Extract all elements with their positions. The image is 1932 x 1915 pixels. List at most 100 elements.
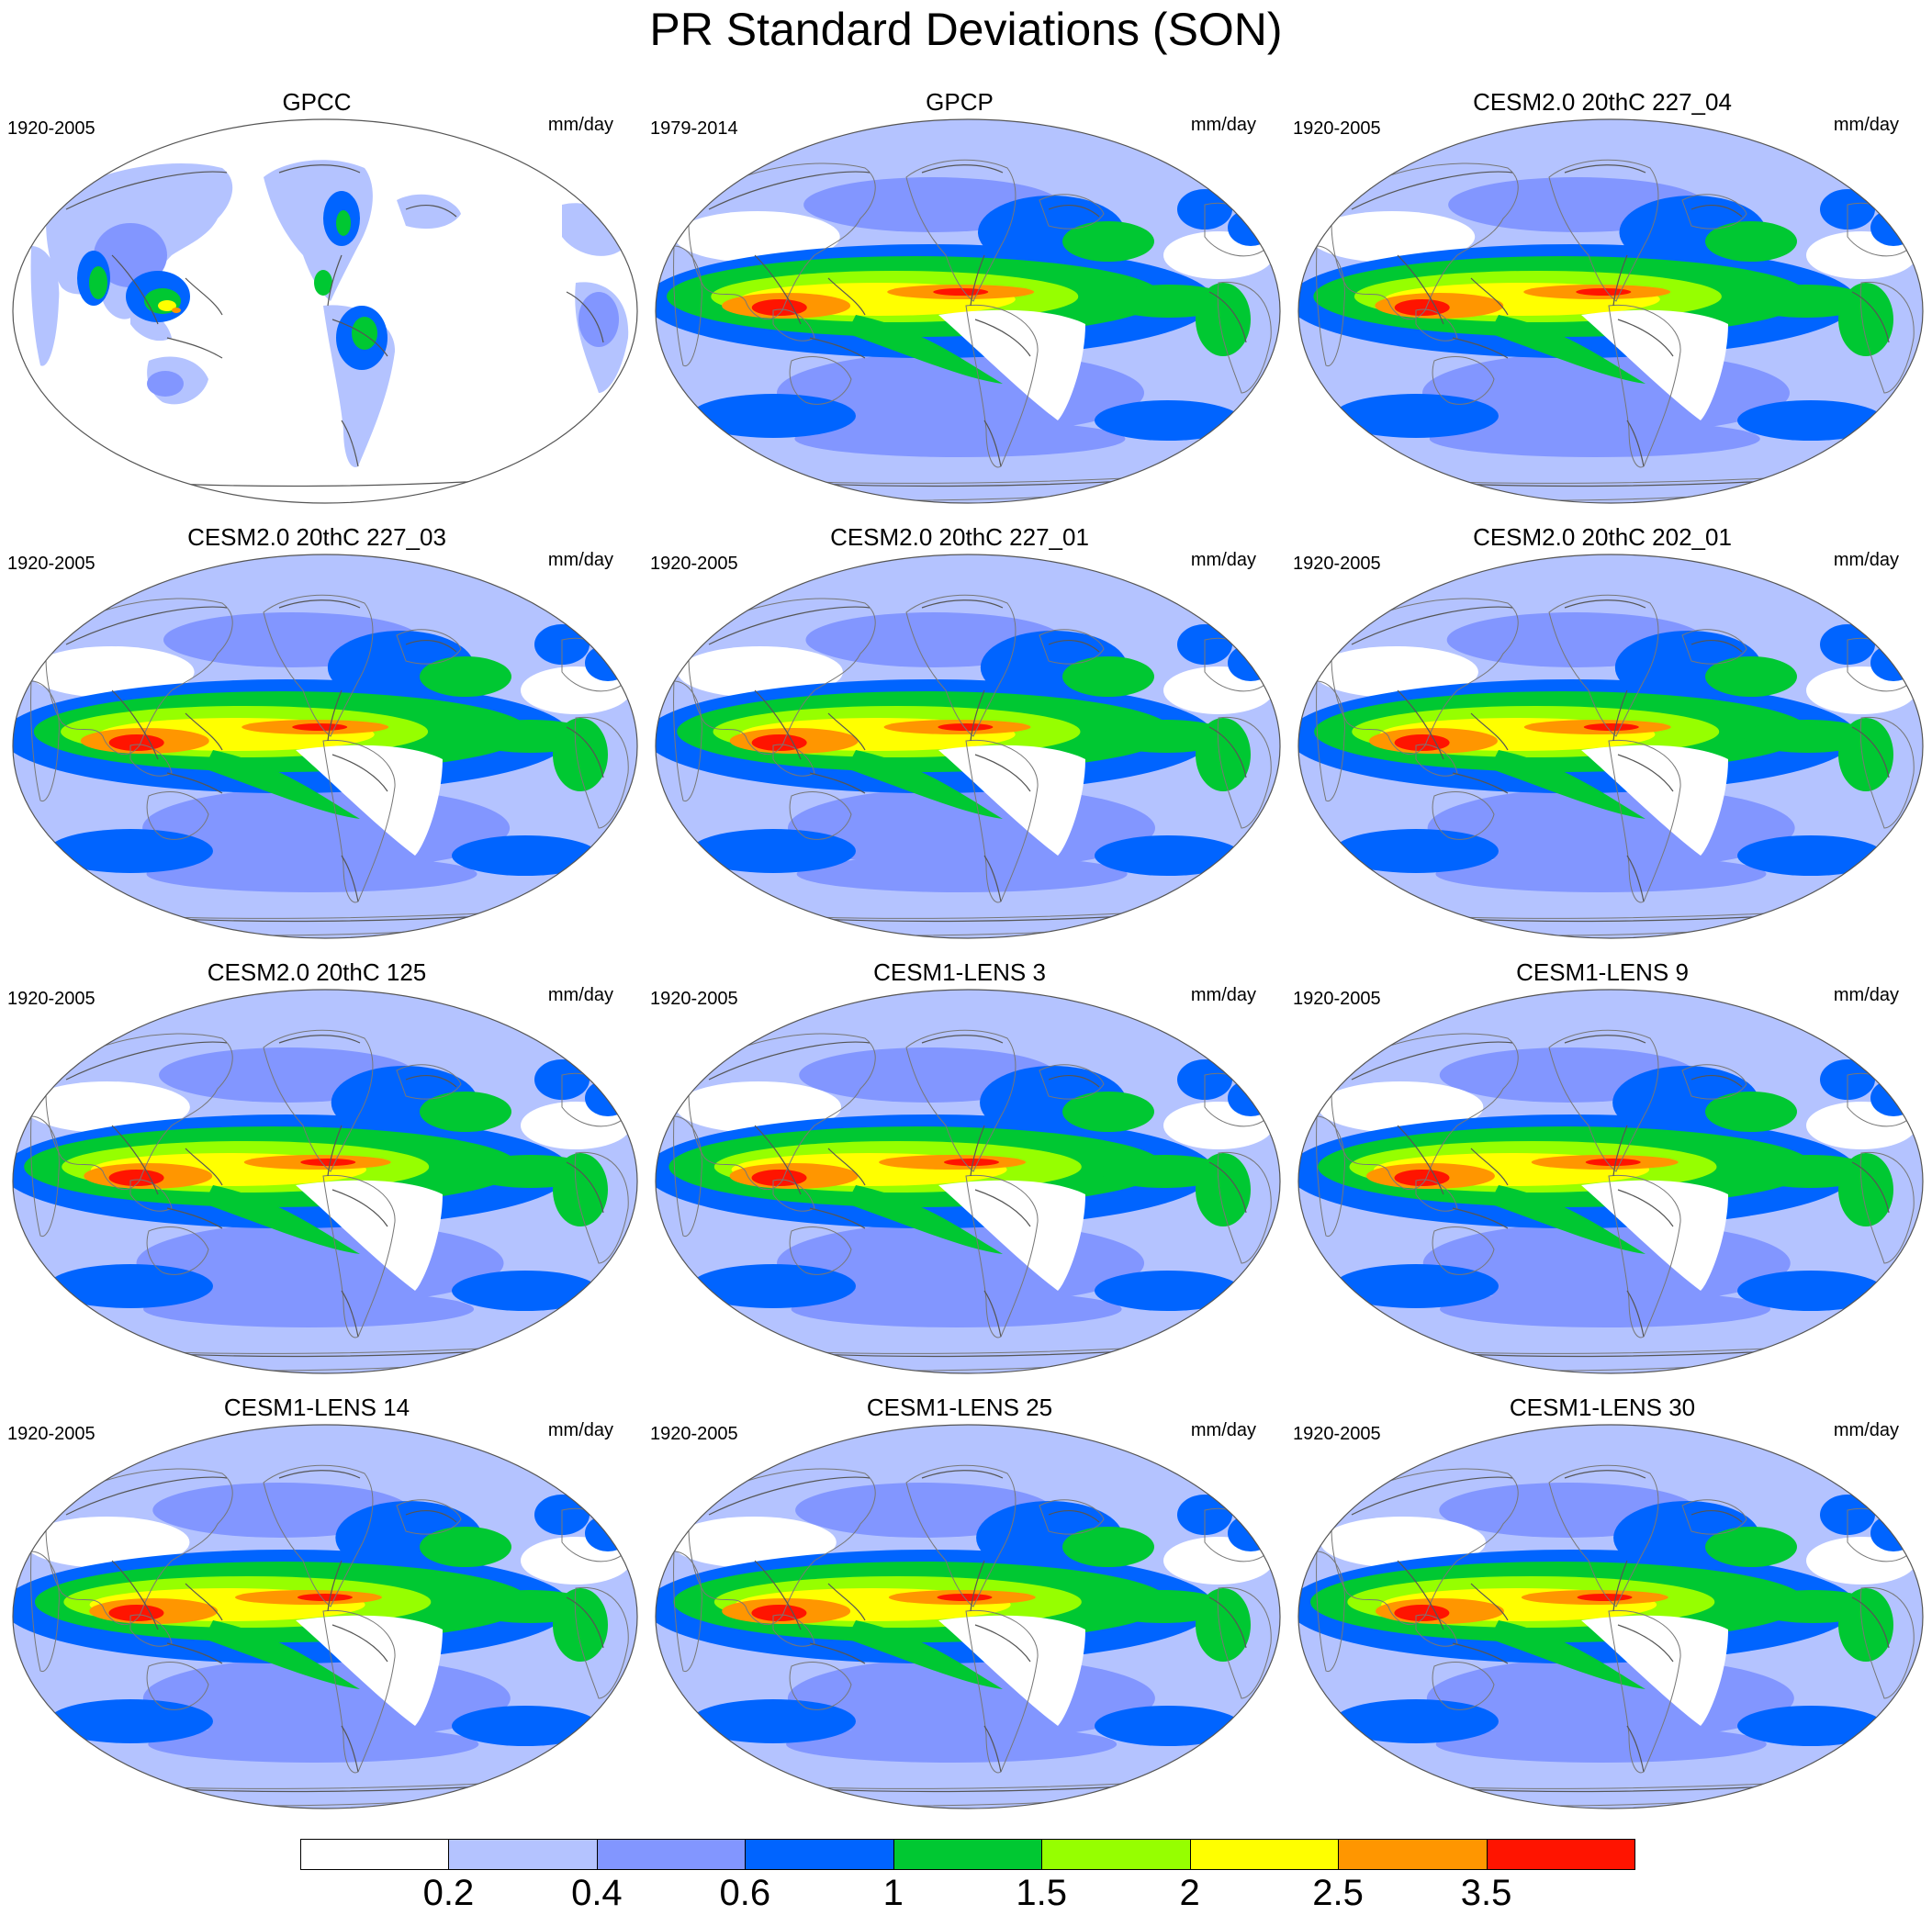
map-panel: CESM1-LENS 30 1920-2005 mm/day [1286, 1394, 1924, 1823]
precip-field [1298, 119, 1923, 503]
precip-field [656, 1425, 1280, 1809]
colorbar-tick-label: 1.5 [1016, 1873, 1068, 1913]
panel-period: 1920-2005 [650, 1424, 738, 1444]
precip-field [1298, 990, 1923, 1373]
panel-units: mm/day [1833, 1420, 1899, 1440]
colorbar-swatch [1041, 1839, 1191, 1870]
precip-field [13, 119, 637, 503]
map-panel: CESM1-LENS 14 1920-2005 mm/day [0, 1394, 638, 1823]
colorbar-tick-label: 0.2 [422, 1873, 475, 1913]
colorbar-tick-label: 3.5 [1460, 1873, 1512, 1913]
map-panel: CESM2.0 20thC 227_01 1920-2005 mm/day [643, 523, 1281, 953]
map-boundary [655, 554, 1281, 939]
panel-period: 1920-2005 [650, 989, 738, 1009]
colorbar-tick-label: 2.5 [1312, 1873, 1364, 1913]
map-boundary [12, 554, 638, 939]
precip-map [12, 118, 638, 504]
colorbar-swatch [448, 1839, 598, 1870]
precip-map [655, 989, 1281, 1374]
colorbar-tick-label: 0.6 [719, 1873, 771, 1913]
panel-period: 1920-2005 [7, 1424, 95, 1444]
panel-units: mm/day [547, 1420, 613, 1440]
panel-title: CESM2.0 20thC 227_04 [1473, 88, 1732, 116]
map-boundary [1297, 1424, 1924, 1809]
panel-period: 1979-2014 [650, 118, 738, 139]
panel-title: GPCP [926, 88, 994, 116]
panel-title: CESM1-LENS 14 [223, 1394, 410, 1421]
figure-title: PR Standard Deviations (SON) [649, 4, 1283, 55]
panel-title: CESM2.0 20thC 227_03 [187, 523, 446, 551]
panel-units: mm/day [1833, 115, 1899, 135]
panel-title: CESM2.0 20thC 125 [207, 958, 427, 986]
panel-title: CESM1-LENS 9 [1516, 958, 1689, 986]
panel-units: mm/day [1833, 985, 1899, 1005]
panel-units: mm/day [547, 115, 613, 135]
colorbar-swatch [893, 1839, 1043, 1870]
panel-title: GPCC [282, 88, 352, 116]
panel-title: CESM2.0 20thC 202_01 [1473, 523, 1732, 551]
precip-map [12, 554, 638, 939]
map-boundary [655, 989, 1281, 1374]
precip-field [656, 990, 1280, 1373]
panel-period: 1920-2005 [1293, 989, 1381, 1009]
colorbar-swatch [1486, 1839, 1635, 1870]
panel-period: 1920-2005 [650, 554, 738, 574]
map-panel: CESM2.0 20thC 227_04 1920-2005 mm/day [1286, 88, 1924, 518]
map-panel: CESM1-LENS 25 1920-2005 mm/day [643, 1394, 1281, 1823]
colorbar-tick-label: 2 [1179, 1873, 1200, 1913]
colorbar-swatch [745, 1839, 894, 1870]
precip-field [13, 554, 637, 938]
panel-units: mm/day [1190, 115, 1256, 135]
panel-period: 1920-2005 [1293, 554, 1381, 574]
precip-field [13, 1425, 637, 1809]
panel-title: CESM1-LENS 3 [873, 958, 1046, 986]
panel-title: CESM1-LENS 30 [1509, 1394, 1696, 1421]
map-boundary [12, 989, 638, 1374]
precip-map [12, 989, 638, 1374]
precip-map [1297, 989, 1924, 1374]
map-boundary [12, 118, 638, 504]
map-boundary [1297, 118, 1924, 504]
map-panel: CESM1-LENS 3 1920-2005 mm/day [643, 958, 1281, 1388]
map-panel: CESM2.0 20thC 125 1920-2005 mm/day [0, 958, 638, 1388]
precip-map [655, 1424, 1281, 1809]
panel-units: mm/day [1833, 550, 1899, 570]
colorbar-tick-label: 1 [882, 1873, 904, 1913]
precip-map [12, 1424, 638, 1809]
precip-map [1297, 1424, 1924, 1809]
precip-map [1297, 118, 1924, 504]
colorbar-swatch [300, 1839, 450, 1870]
map-panel: GPCP 1979-2014 mm/day [643, 88, 1281, 518]
colorbar-swatch [1189, 1839, 1340, 1870]
panel-units: mm/day [547, 985, 613, 1005]
map-boundary [12, 1424, 638, 1809]
colorbar-swatch [596, 1839, 747, 1870]
map-boundary [1297, 989, 1924, 1374]
map-panel: CESM2.0 20thC 202_01 1920-2005 mm/day [1286, 523, 1924, 953]
panel-units: mm/day [1190, 985, 1256, 1005]
precip-field [656, 119, 1280, 503]
panel-period: 1920-2005 [1293, 118, 1381, 139]
panel-units: mm/day [1190, 1420, 1256, 1440]
panel-period: 1920-2005 [1293, 1424, 1381, 1444]
panel-period: 1920-2005 [7, 989, 95, 1009]
precip-map [655, 554, 1281, 939]
map-boundary [655, 118, 1281, 504]
panel-units: mm/day [547, 550, 613, 570]
precip-field [1298, 554, 1923, 938]
colorbar-tick-label: 0.4 [571, 1873, 623, 1913]
panel-period: 1920-2005 [7, 554, 95, 574]
panel-units: mm/day [1190, 550, 1256, 570]
colorbar [300, 1839, 1635, 1870]
map-panel: GPCC 1920-2005 mm/day [0, 88, 638, 518]
map-panel: CESM2.0 20thC 227_03 1920-2005 mm/day [0, 523, 638, 953]
precip-map [1297, 554, 1924, 939]
precip-field [656, 554, 1280, 938]
colorbar-swatch [1338, 1839, 1488, 1870]
panel-period: 1920-2005 [7, 118, 95, 139]
precip-map [655, 118, 1281, 504]
panel-title: CESM2.0 20thC 227_01 [830, 523, 1089, 551]
map-boundary [655, 1424, 1281, 1809]
precip-field [1298, 1425, 1923, 1809]
panel-title: CESM1-LENS 25 [866, 1394, 1053, 1421]
